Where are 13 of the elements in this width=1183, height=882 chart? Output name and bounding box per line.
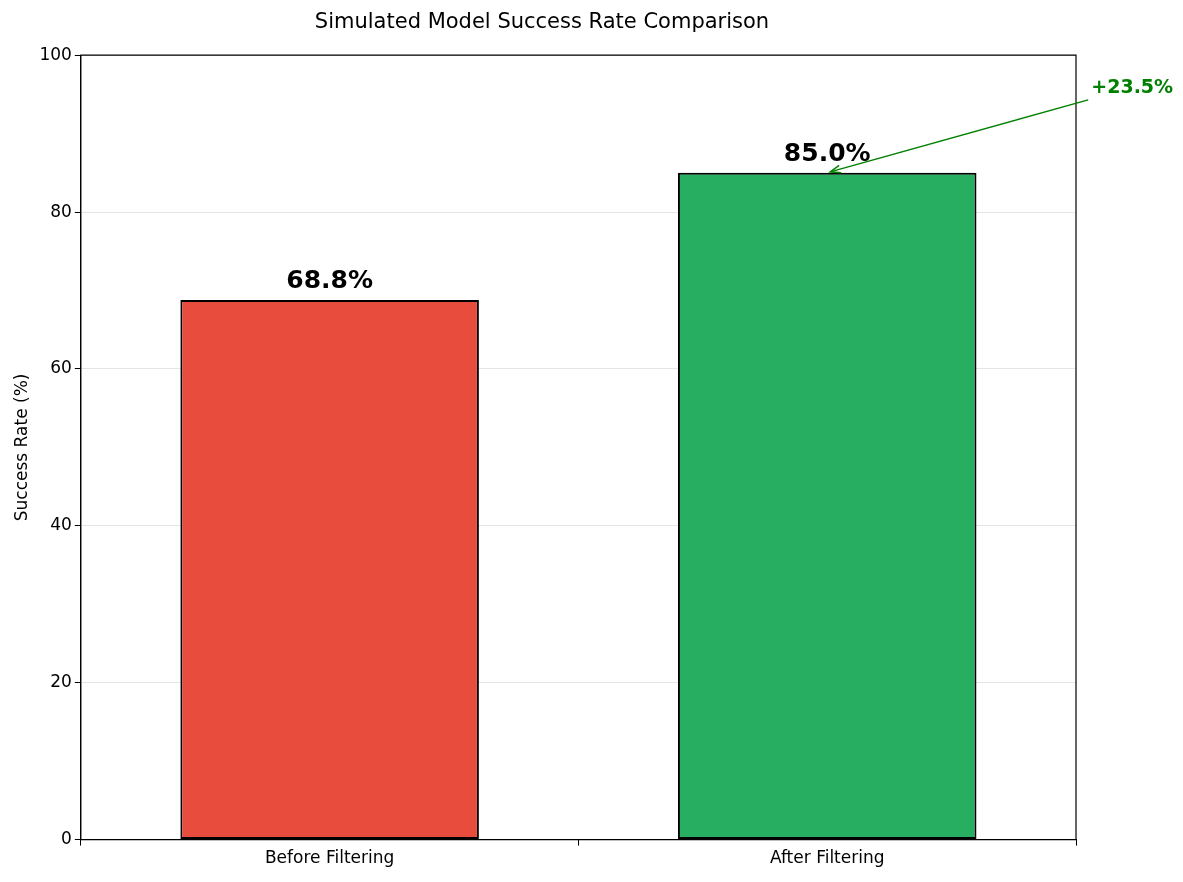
- data-label: 85.0%: [783, 137, 871, 167]
- x-tick-label: After Filtering: [769, 847, 885, 868]
- y-tick-label: 0: [61, 828, 72, 849]
- y-tick-label: 20: [50, 671, 72, 692]
- y-tick-label: 80: [50, 200, 72, 221]
- x-tick-label: Before Filtering: [264, 847, 395, 868]
- y-axis-title: Success Rate (%): [10, 373, 31, 522]
- data-label: 68.8%: [286, 264, 373, 294]
- annotation: +23.5%: [1091, 74, 1174, 97]
- y-tick-label: 40: [50, 514, 72, 535]
- y-tick-label: 60: [50, 357, 72, 378]
- y-tick-label: 100: [39, 43, 72, 64]
- chart-title: Simulated Model Success Rate Comparison: [314, 9, 770, 34]
